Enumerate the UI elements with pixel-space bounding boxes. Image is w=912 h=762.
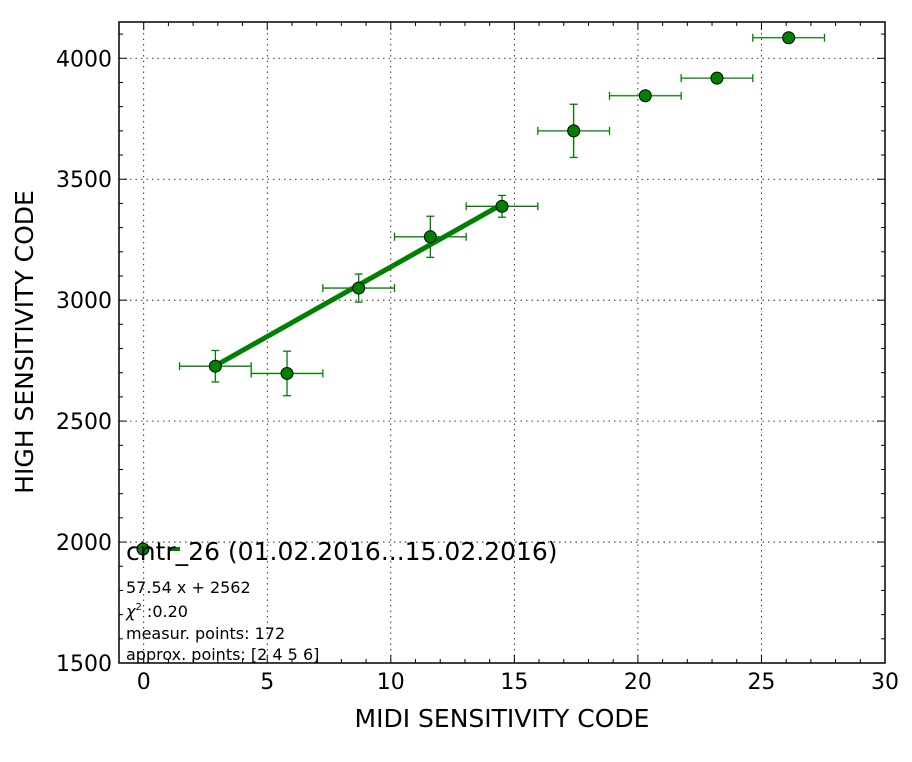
plot-background xyxy=(119,22,885,663)
chi2-symbol: χ xyxy=(125,602,136,621)
legend-marker-point xyxy=(136,542,150,556)
data-point-6 xyxy=(537,103,611,159)
data-point-8 xyxy=(680,71,754,85)
y-tick-label: 1500 xyxy=(56,652,112,677)
data-point-4 xyxy=(393,215,467,259)
x-tick-label: 25 xyxy=(747,670,775,695)
plot-frame xyxy=(118,21,886,664)
data-point-3 xyxy=(322,273,396,303)
data-point-marker xyxy=(782,31,796,45)
y-axis-label: HIGH SENSITIVITY CODE xyxy=(10,190,39,494)
x-tick-label: 0 xyxy=(137,670,151,695)
axis-ticks: 0 5 10 15 20 25 30 1500 2000 2500 3000 3500 4000 xyxy=(56,22,899,695)
data-point-marker xyxy=(208,359,222,373)
x-tick-label: 10 xyxy=(377,670,405,695)
data-point-marker xyxy=(567,124,581,138)
data-point-marker xyxy=(710,71,724,85)
y-tick-label: 2000 xyxy=(56,531,112,556)
data-point-5 xyxy=(465,194,539,218)
x-tick-label: 15 xyxy=(500,670,528,695)
data-point-marker xyxy=(280,366,294,380)
data-point-2 xyxy=(250,350,324,397)
data-point-marker xyxy=(423,230,437,244)
y-tick-label: 4000 xyxy=(56,47,112,72)
data-point-1 xyxy=(178,349,252,383)
data-point-marker xyxy=(638,89,652,103)
y-tick-label: 3500 xyxy=(56,168,112,193)
data-point-9 xyxy=(752,31,826,45)
data-point-7 xyxy=(608,89,682,103)
data-point-marker xyxy=(495,199,509,213)
legend-measur-points: measur. points: 172 xyxy=(126,624,285,643)
legend: cntr_26 (01.02.2016...15.02.2016) 57.54 … xyxy=(125,537,558,664)
legend-approx-points: approx. points: [2 4 5 6] xyxy=(126,645,319,664)
data-points-layer xyxy=(178,31,826,397)
chi2-exponent: 2 xyxy=(135,602,141,613)
x-tick-label: 30 xyxy=(871,670,899,695)
x-axis-label: MIDI SENSITIVITY CODE xyxy=(355,704,650,733)
data-point-marker xyxy=(352,281,366,295)
legend-equation: 57.54 x + 2562 xyxy=(126,578,251,597)
legend-chi2: χ2 :0.20 xyxy=(125,602,188,621)
y-tick-label: 3000 xyxy=(56,289,112,314)
x-tick-label: 20 xyxy=(624,670,652,695)
chi2-value: :0.20 xyxy=(142,602,188,621)
x-tick-label: 5 xyxy=(260,670,274,695)
y-tick-label: 2500 xyxy=(56,410,112,435)
legend-title: cntr_26 (01.02.2016...15.02.2016) xyxy=(126,537,558,566)
